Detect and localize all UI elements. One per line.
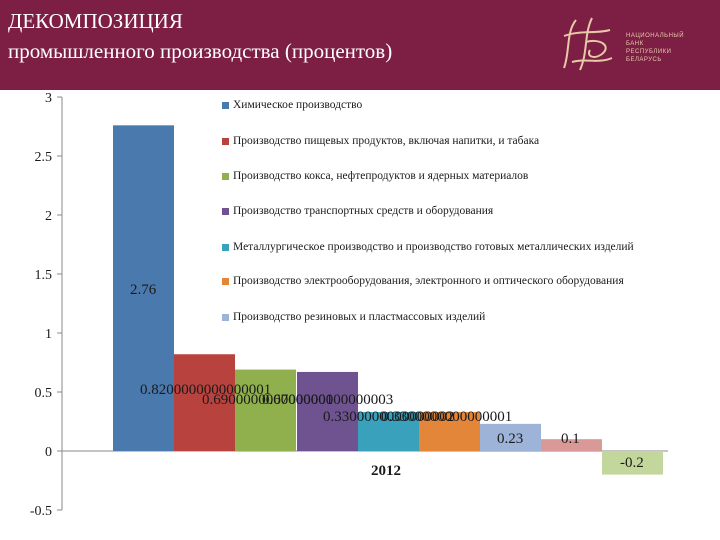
logo-text-line: БАНК	[626, 41, 644, 47]
data-label-9: -0.2	[620, 455, 644, 471]
bank-logo: НАЦИОНАЛЬНЫЙ БАНК РЕСПУБЛИКИ БЕЛАРУСЬ	[556, 12, 716, 76]
y-tick-label: 1.5	[35, 268, 53, 283]
title-line-1: ДЕКОМПОЗИЦИЯ	[8, 9, 183, 33]
legend-item: Производство транспортных средств и обор…	[222, 204, 493, 218]
legend-item: Металлургическое производство и производ…	[222, 240, 693, 254]
legend-label: Производство пищевых продуктов, включая …	[233, 135, 540, 147]
legend-label: Производство транспортных средств и обор…	[233, 205, 494, 217]
monogram-icon	[563, 17, 613, 71]
bar-4	[297, 371, 358, 451]
legend-item: Производство пищевых продуктов, включая …	[222, 134, 539, 148]
y-tick-label: 2.5	[35, 150, 53, 165]
legend-item: Производство электрооборудования, электр…	[222, 274, 624, 288]
title-line-2: промышленного производства (процентов)	[8, 39, 393, 63]
y-tick-label: 0.5	[35, 386, 53, 401]
legend-label: Производство кокса, нефтепродуктов и яде…	[233, 170, 529, 182]
header-banner: ДЕКОМПОЗИЦИЯ промышленного производства …	[0, 0, 720, 90]
data-label-1: 2.76	[130, 282, 157, 298]
bar-7	[480, 423, 541, 451]
bar-8	[541, 439, 602, 451]
legend-swatch	[222, 244, 229, 251]
legend-swatch	[222, 208, 229, 215]
legend-label: Химическое производство	[233, 99, 363, 111]
legend-swatch	[222, 314, 229, 321]
y-tick-label: 2	[45, 209, 52, 224]
logo-text-line: НАЦИОНАЛЬНЫЙ	[626, 33, 685, 39]
bar-2	[174, 354, 235, 451]
data-label-2: 0.8200000000000001	[140, 382, 271, 398]
legend-label: Производство резиновых и пластмассовых и…	[233, 311, 486, 323]
x-category-label: 2012	[371, 463, 401, 479]
y-tick-label: -0.5	[30, 504, 52, 519]
y-tick-label: 1	[45, 327, 52, 342]
legend-swatch	[222, 173, 229, 180]
decomposition-bar-chart: 32.521.510.50-0.52.760.82000000000000010…	[30, 91, 668, 519]
legend-swatch	[222, 138, 229, 145]
y-tick-label: 0	[45, 445, 52, 460]
page-title: ДЕКОМПОЗИЦИЯ промышленного производства …	[8, 6, 392, 66]
y-tick-label: 3	[45, 91, 52, 106]
bar-3	[235, 369, 296, 451]
logo-text: НАЦИОНАЛЬНЫЙ БАНК РЕСПУБЛИКИ БЕЛАРУСЬ	[626, 32, 706, 64]
logo-text-line: РЕСПУБЛИКИ	[626, 49, 672, 55]
bar-9	[602, 451, 663, 475]
bar-6	[419, 412, 480, 451]
data-label-7: 0.23	[497, 431, 523, 447]
data-label-6: 0.3300000000000001	[381, 409, 512, 425]
logo-text-line: БЕЛАРУСЬ	[626, 57, 662, 63]
data-label-5: 0.3300000000000002	[323, 409, 454, 425]
data-label-4: 0.6700000000000003	[262, 392, 393, 408]
data-label-8: 0.1	[561, 431, 580, 447]
legend-item: Производство кокса, нефтепродуктов и яде…	[222, 169, 528, 183]
bar-5	[358, 412, 419, 451]
legend-swatch	[222, 102, 229, 109]
legend-swatch	[222, 278, 229, 285]
legend-item: Химическое производство	[222, 98, 362, 112]
data-label-3: 0.6900000000000001	[202, 392, 333, 408]
legend-item: Производство резиновых и пластмассовых и…	[222, 310, 485, 324]
legend-label: Металлургическое производство и производ…	[233, 241, 634, 253]
legend-label: Производство электрооборудования, электр…	[233, 275, 624, 287]
bar-1	[113, 125, 174, 451]
